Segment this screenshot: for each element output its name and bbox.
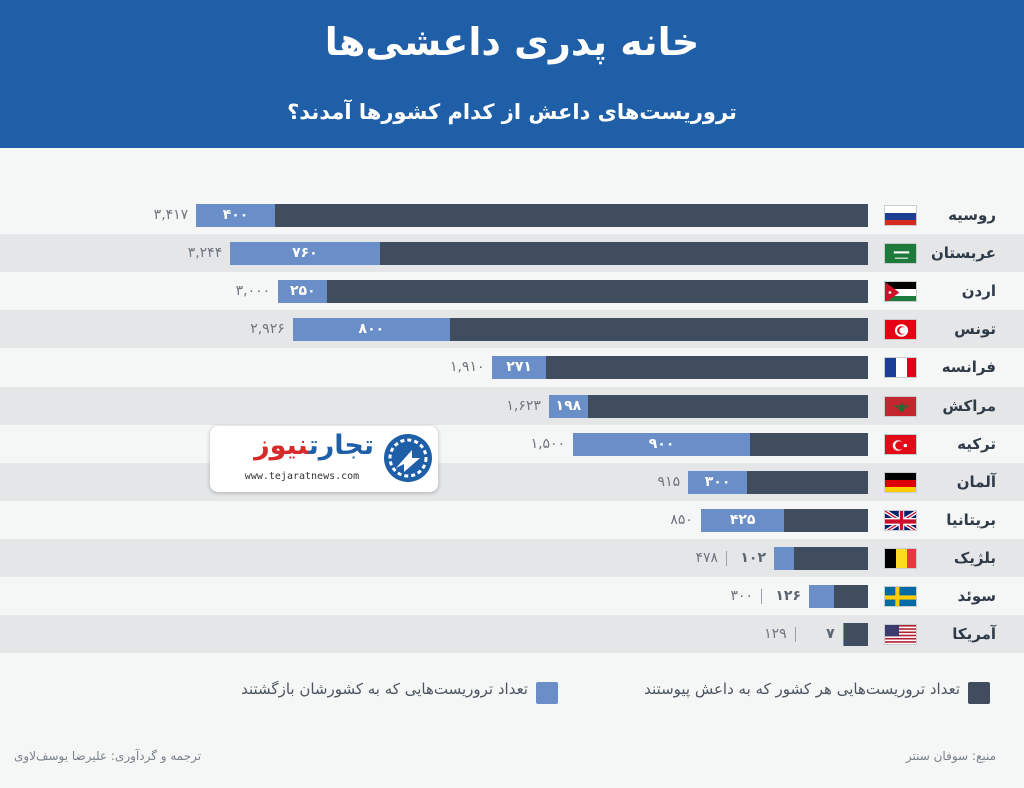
chart-row: ۱۰۲ ۴۷۸ بلژیک (0, 538, 1024, 577)
bar-returned (278, 280, 328, 304)
legend-total-label: تعداد تروریست‌هایی هر کشور که به داعش پی… (644, 680, 960, 698)
bar-returned (688, 470, 748, 494)
legend-returned-label: تعداد تروریست‌هایی که به کشورشان بازگشتن… (241, 680, 528, 698)
bar-returned-label: ۱۲۶ (775, 588, 802, 604)
chart-row: ۷۶۰ ۳,۲۴۴ عربستان (0, 234, 1024, 273)
chart-row: ۸۰۰ ۲,۹۲۶ تونس (0, 310, 1024, 349)
chart-row: ۱۲۶ ۳۰۰ سوئد (0, 577, 1024, 615)
chart-row: ۱۹۸ ۱,۶۲۳ مراکش (0, 386, 1024, 425)
bar-returned-label: ۹۰۰ (648, 435, 675, 452)
page-subtitle: تروریست‌های داعش از کدام کشورها آمدند؟ (287, 100, 737, 124)
country-label: ترکیه (957, 434, 996, 453)
bar-returned (492, 356, 546, 380)
country-label: سوئد (957, 587, 996, 605)
bar-total-label: ۴۷۸ (695, 549, 719, 566)
label-separator (794, 627, 796, 643)
watermark-url: www.tejaratnews.com (244, 471, 360, 482)
bar-total (492, 356, 868, 380)
bar-returned (548, 394, 588, 418)
bar-returned (292, 318, 450, 342)
label-separator (726, 550, 728, 566)
bar-returned-label: ۸۰۰ (358, 321, 385, 338)
france-flag (884, 357, 917, 379)
bar-returned-label: ۱۹۸ (555, 397, 582, 414)
bar-total (278, 280, 868, 304)
tunisia-flag (884, 319, 917, 341)
bar-returned-label: ۱۰۲ (740, 549, 767, 566)
bar-total-label: ۳۰۰ (730, 588, 754, 604)
bar-returned (700, 508, 785, 532)
bar-returned-label: ۴۰۰ (222, 207, 249, 223)
bar-total-label: ۳,۴۱۷ (153, 207, 189, 223)
bar-total-label: ۳,۰۰۰ (235, 283, 271, 300)
bar-total-label: ۱۲۹ (764, 626, 787, 643)
tejaratnews-logo-icon (384, 434, 432, 482)
credit-text: ترجمه و گردآوری: علیرضا یوسف‌لاوی (14, 749, 202, 763)
legend-returned-swatch (536, 682, 558, 704)
chart-row: ۲۷۱ ۱,۹۱۰ فرانسه (0, 348, 1024, 386)
bar-returned (842, 623, 844, 647)
bar-total (230, 242, 868, 266)
jordan-flag (884, 281, 917, 303)
bar-total-label: ۱,۵۰۰ (530, 435, 566, 452)
country-label: آلمان (956, 472, 996, 491)
chart-row: ۴۰۰ ۳,۴۱۷ روسیه (0, 196, 1024, 234)
chart-row: ۲۵۰ ۳,۰۰۰ اردن (0, 272, 1024, 310)
country-label: تونس (954, 320, 996, 339)
bar-returned-label: ۲۵۰ (289, 283, 316, 300)
uk-flag (884, 509, 917, 531)
bar-returned (196, 204, 275, 227)
bar-total-label: ۸۵۰ (670, 511, 693, 528)
bar-total (774, 546, 868, 570)
bar-returned-label: ۲۷۱ (506, 359, 532, 376)
bar-total-label: ۱,۹۱۰ (449, 359, 485, 376)
saudi-arabia-flag (884, 243, 917, 265)
usa-flag (884, 624, 917, 646)
bar-returned-label: ۷۶۰ (292, 245, 318, 262)
russia-flag (884, 205, 917, 226)
bar-total (842, 623, 868, 647)
bar-returned (573, 432, 751, 456)
chart-row: ۷ ۱۲۹ آمریکا (0, 615, 1024, 654)
bar-total-label: ۹۱۵ (657, 473, 681, 490)
bar-returned (230, 242, 380, 266)
page-title: خانه پدری داعشی‌ها (324, 20, 700, 64)
header-banner: خانه پدری داعشی‌ها تروریست‌های داعش از ک… (0, 0, 1024, 148)
bar-returned (774, 546, 795, 570)
bar-returned-label: ۴۲۵ (729, 511, 756, 528)
chart-row: ۹۰۰ ۱,۵۰۰ ترکیه (0, 425, 1024, 463)
source-text: منبع: سوفان سنتر (905, 749, 996, 763)
bar-total (548, 394, 868, 418)
country-label: آمریکا (952, 625, 996, 644)
country-label: اردن (961, 282, 996, 301)
chart-row: ۳۰۰ ۹۱۵ آلمان (0, 462, 1024, 501)
watermark-name: تجارتنیوز (254, 430, 374, 461)
country-label: فرانسه (941, 358, 996, 377)
country-label: بریتانیا (946, 510, 996, 529)
belgium-flag (884, 547, 917, 569)
morocco-flag (884, 395, 917, 417)
bar-total (196, 204, 868, 227)
germany-flag (884, 471, 917, 493)
bar-total-label: ۳,۲۴۴ (187, 245, 223, 262)
label-separator (761, 589, 763, 604)
bar-chart: ۴۰۰ ۳,۴۱۷ روسیه ۷۶۰ ۳,۲۴۴ عربستان ۲۵۰ ۳,۰۰۰ اردن… (0, 196, 1024, 654)
watermark-logo: تجارتنیوز www.tejaratnews.com (210, 426, 438, 492)
country-label: مراکش (942, 396, 996, 415)
country-label: عربستان (930, 244, 996, 263)
bar-returned-label: ۳۰۰ (704, 473, 731, 490)
bar-total-label: ۱,۶۲۳ (506, 397, 541, 414)
chart-row: ۴۲۵ ۸۵۰ بریتانیا (0, 501, 1024, 539)
country-label: روسیه (948, 206, 996, 224)
sweden-flag (884, 586, 917, 607)
bar-returned (809, 585, 834, 608)
legend-total-swatch (968, 682, 990, 704)
bar-total-label: ۲,۹۲۶ (250, 321, 285, 338)
turkey-flag (884, 433, 917, 455)
country-label: بلژیک (953, 548, 996, 567)
bar-returned-label: ۷ (826, 626, 835, 643)
